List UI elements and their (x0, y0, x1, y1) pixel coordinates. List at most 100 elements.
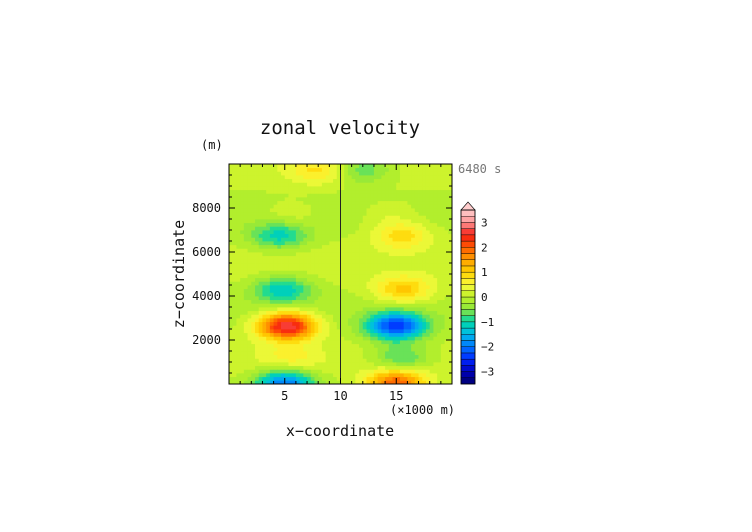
colorbar-segment (460, 259, 476, 267)
field-cell (355, 171, 360, 176)
field-cell (251, 175, 256, 180)
field-cell (251, 193, 256, 198)
field-cell (269, 380, 274, 385)
field-cell (329, 167, 334, 172)
field-cell (344, 167, 349, 172)
field-cell (418, 277, 423, 282)
field-cell (399, 373, 405, 378)
field-cell (318, 270, 323, 275)
field-cell (303, 321, 308, 326)
field-cell (347, 310, 353, 315)
field-cell (321, 351, 327, 356)
field-cell (303, 175, 308, 180)
field-cell (318, 167, 323, 172)
field-cell (422, 241, 427, 246)
field-cell (258, 263, 263, 268)
field-cell (262, 222, 267, 227)
field-cell (433, 193, 438, 198)
field-cell (229, 193, 234, 198)
field-cell (266, 226, 271, 231)
field-cell (381, 270, 386, 275)
colorbar-segment (460, 209, 476, 217)
field-cell (255, 376, 260, 381)
field-cell (243, 241, 248, 246)
field-cell (444, 373, 449, 378)
field-cell (333, 343, 338, 348)
field-cell (399, 204, 405, 209)
field-cell (333, 222, 338, 227)
field-cell (444, 193, 449, 198)
field-cell (385, 241, 390, 246)
field-cell (399, 307, 405, 312)
field-cell (333, 186, 338, 191)
field-cell (310, 329, 315, 334)
field-cell (381, 354, 386, 359)
field-cell (370, 329, 375, 334)
field-cell (385, 281, 390, 286)
field-cell (388, 259, 393, 264)
field-cell (333, 288, 338, 293)
field-cell (362, 270, 367, 275)
field-cell (288, 281, 293, 286)
field-cell (377, 200, 382, 205)
field-cell (429, 186, 434, 191)
field-cell (255, 263, 260, 268)
field-cell (299, 281, 304, 286)
field-cell (366, 288, 371, 293)
field-cell (392, 248, 397, 253)
field-cell (373, 200, 379, 205)
field-cell (403, 237, 408, 242)
field-cell (355, 189, 360, 194)
colorbar-tick-label: 3 (481, 216, 488, 229)
field-cell (314, 318, 319, 323)
field-cell (381, 197, 386, 202)
field-cell (247, 369, 252, 374)
field-cell (284, 219, 289, 224)
field-cell (385, 252, 390, 257)
field-cell (407, 314, 412, 319)
field-cell (366, 380, 371, 385)
field-cell (433, 351, 438, 356)
field-cell (307, 285, 312, 290)
field-cell (314, 230, 319, 235)
field-cell (359, 343, 364, 348)
field-cell (292, 270, 297, 275)
field-cell (255, 204, 260, 209)
field-cell (292, 244, 297, 249)
field-cell (448, 215, 453, 220)
field-cell (377, 299, 382, 304)
field-cell (366, 233, 371, 238)
field-cell (411, 244, 416, 249)
field-cell (243, 299, 248, 304)
field-cell (329, 343, 334, 348)
colorbar-segment (460, 222, 476, 229)
field-cell (299, 222, 304, 227)
field-cell (266, 266, 271, 271)
field-cell (403, 318, 408, 323)
field-cell (295, 303, 301, 308)
field-cell (303, 255, 308, 260)
field-cell (373, 303, 379, 308)
field-cell (359, 307, 364, 312)
field-cell (258, 307, 263, 312)
field-cell (381, 248, 386, 253)
field-cell (284, 332, 289, 337)
field-cell (433, 204, 438, 209)
field-cell (362, 281, 367, 286)
field-cell (373, 255, 379, 260)
field-cell (281, 244, 286, 249)
field-cell (411, 266, 416, 271)
field-cell (433, 263, 438, 268)
field-cell (240, 340, 245, 345)
field-cell (273, 376, 278, 381)
field-cell (422, 167, 427, 172)
field-cell (314, 259, 319, 264)
field-cell (258, 186, 263, 191)
field-cell (229, 351, 234, 356)
field-cell (277, 230, 282, 235)
field-cell (281, 376, 286, 381)
field-cell (336, 336, 341, 341)
field-cell (407, 266, 412, 271)
field-cell (444, 219, 449, 224)
field-cell (444, 296, 449, 301)
